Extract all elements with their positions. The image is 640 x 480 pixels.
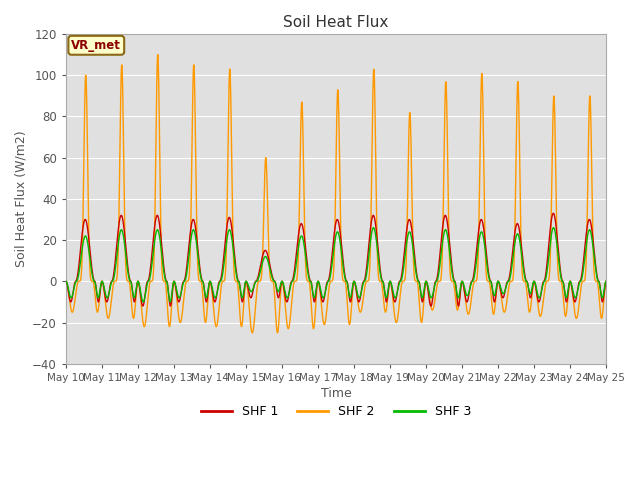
Title: Soil Heat Flux: Soil Heat Flux [284, 15, 388, 30]
Text: VR_met: VR_met [71, 39, 121, 52]
X-axis label: Time: Time [321, 387, 351, 400]
Y-axis label: Soil Heat Flux (W/m2): Soil Heat Flux (W/m2) [15, 131, 28, 267]
Legend: SHF 1, SHF 2, SHF 3: SHF 1, SHF 2, SHF 3 [196, 400, 476, 423]
